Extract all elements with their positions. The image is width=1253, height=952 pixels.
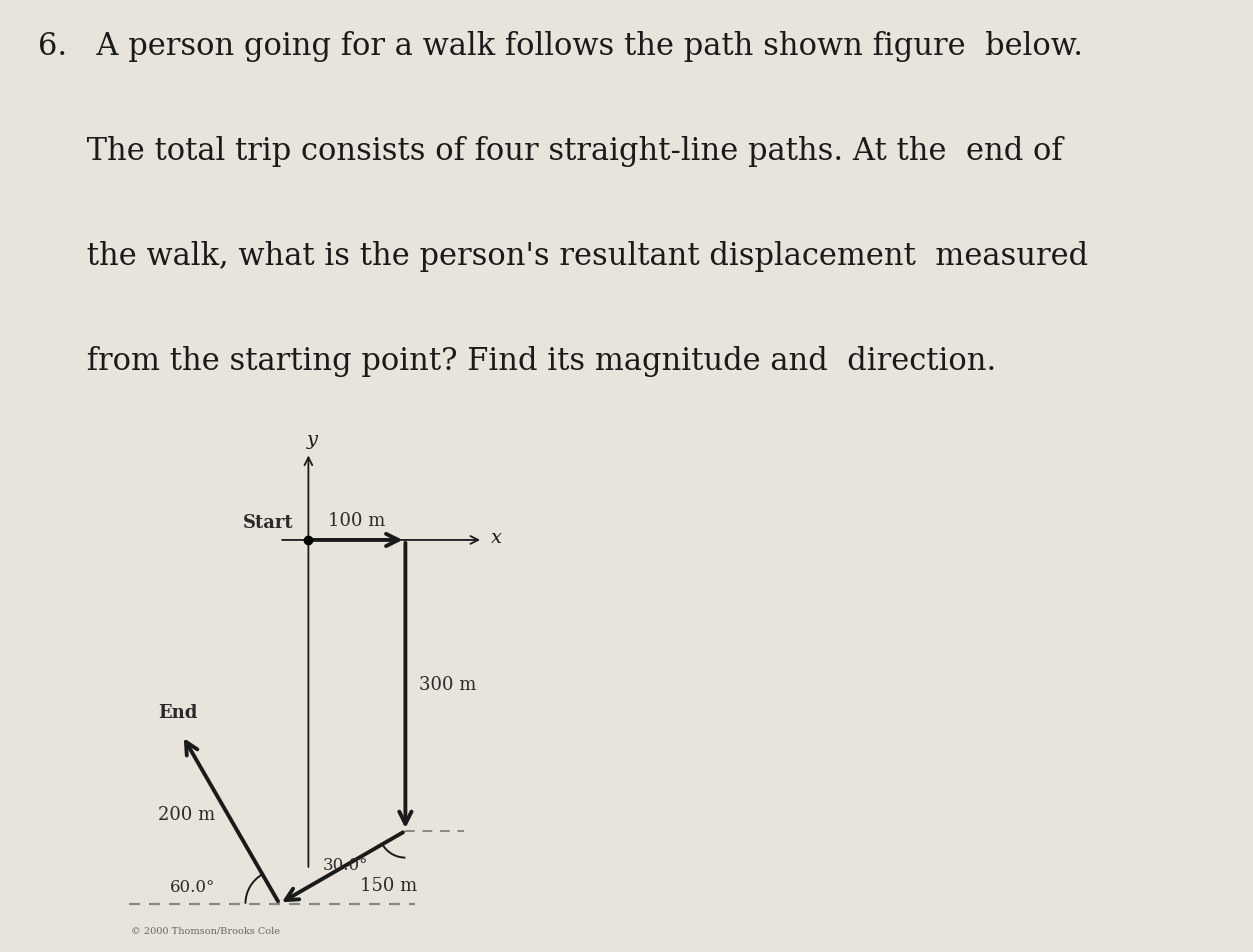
- Text: 30.0°: 30.0°: [322, 857, 368, 874]
- Text: the walk, what is the person's resultant displacement  measured: the walk, what is the person's resultant…: [38, 241, 1088, 272]
- Text: y: y: [307, 431, 318, 449]
- Text: from the starting point? Find its magnitude and  direction.: from the starting point? Find its magnit…: [38, 346, 996, 377]
- Text: 100 m: 100 m: [328, 512, 386, 530]
- Text: End: End: [158, 704, 197, 723]
- Text: 6.   A person going for a walk follows the path shown figure  below.: 6. A person going for a walk follows the…: [38, 30, 1083, 62]
- Text: The total trip consists of four straight-line paths. At the  end of: The total trip consists of four straight…: [38, 136, 1063, 167]
- Text: © 2000 Thomson/Brooks Cole: © 2000 Thomson/Brooks Cole: [130, 926, 279, 936]
- Text: 60.0°: 60.0°: [169, 879, 214, 896]
- Text: 150 m: 150 m: [360, 877, 417, 895]
- Text: 300 m: 300 m: [419, 677, 476, 694]
- Text: x: x: [491, 529, 501, 547]
- Text: Start: Start: [243, 514, 294, 532]
- Text: 200 m: 200 m: [158, 805, 216, 823]
